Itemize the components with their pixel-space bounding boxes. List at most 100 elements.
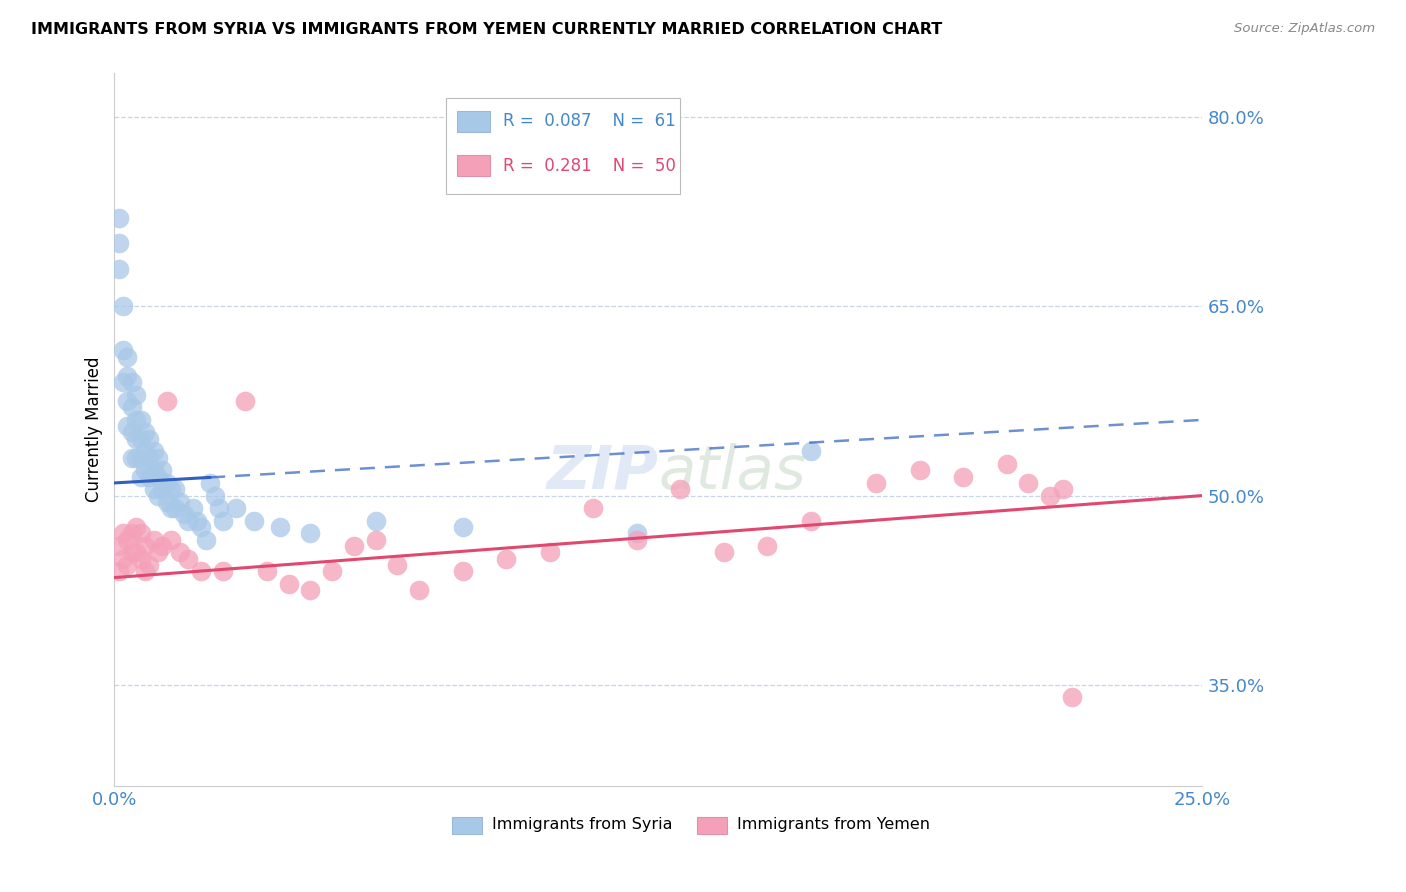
Point bbox=[134, 425, 156, 440]
Text: Immigrants from Syria: Immigrants from Syria bbox=[492, 817, 672, 832]
Point bbox=[112, 375, 135, 389]
Point bbox=[669, 482, 692, 496]
Point bbox=[225, 501, 247, 516]
Point bbox=[208, 501, 231, 516]
Y-axis label: Currently Married: Currently Married bbox=[86, 357, 103, 502]
Point bbox=[121, 401, 143, 415]
Point bbox=[129, 469, 152, 483]
Point bbox=[156, 394, 179, 409]
Point bbox=[129, 432, 152, 446]
FancyBboxPatch shape bbox=[696, 817, 727, 834]
Point bbox=[277, 577, 299, 591]
Point bbox=[204, 489, 226, 503]
Point bbox=[146, 450, 169, 465]
Point bbox=[117, 533, 139, 547]
Point bbox=[142, 533, 165, 547]
Point bbox=[408, 583, 430, 598]
Point bbox=[194, 533, 217, 547]
Point bbox=[150, 482, 173, 496]
Point bbox=[112, 551, 135, 566]
Point bbox=[173, 508, 195, 522]
Point bbox=[112, 343, 135, 358]
Point bbox=[177, 551, 200, 566]
Point bbox=[626, 526, 648, 541]
Point bbox=[125, 545, 148, 559]
Point bbox=[121, 425, 143, 440]
FancyBboxPatch shape bbox=[457, 155, 489, 177]
Point bbox=[495, 551, 517, 566]
Point bbox=[1060, 690, 1083, 705]
Point bbox=[134, 539, 156, 553]
Point bbox=[212, 514, 235, 528]
Point bbox=[138, 432, 160, 446]
Point bbox=[256, 564, 278, 578]
Point bbox=[129, 551, 152, 566]
Point bbox=[138, 558, 160, 572]
Point bbox=[138, 469, 160, 483]
Point bbox=[165, 501, 187, 516]
Point bbox=[129, 413, 152, 427]
Point bbox=[134, 564, 156, 578]
Text: atlas: atlas bbox=[658, 442, 806, 501]
Point bbox=[212, 564, 235, 578]
Text: ZIP: ZIP bbox=[547, 442, 658, 501]
Point bbox=[190, 564, 212, 578]
FancyBboxPatch shape bbox=[457, 111, 489, 132]
Point bbox=[160, 501, 183, 516]
Point bbox=[364, 533, 387, 547]
Point bbox=[865, 475, 887, 490]
Point bbox=[156, 495, 179, 509]
Point bbox=[125, 387, 148, 401]
Point bbox=[146, 469, 169, 483]
Point bbox=[451, 564, 474, 578]
Point bbox=[121, 526, 143, 541]
Point bbox=[117, 419, 139, 434]
Point bbox=[908, 463, 931, 477]
Point bbox=[150, 463, 173, 477]
Text: R =  0.087    N =  61: R = 0.087 N = 61 bbox=[503, 112, 676, 130]
FancyBboxPatch shape bbox=[446, 98, 681, 194]
Point bbox=[181, 501, 204, 516]
Point bbox=[169, 495, 191, 509]
Text: IMMIGRANTS FROM SYRIA VS IMMIGRANTS FROM YEMEN CURRENTLY MARRIED CORRELATION CHA: IMMIGRANTS FROM SYRIA VS IMMIGRANTS FROM… bbox=[31, 22, 942, 37]
Point bbox=[451, 520, 474, 534]
Point bbox=[1039, 489, 1062, 503]
Point bbox=[107, 564, 129, 578]
Point bbox=[107, 236, 129, 251]
FancyBboxPatch shape bbox=[451, 817, 482, 834]
Point bbox=[117, 558, 139, 572]
Point bbox=[160, 533, 183, 547]
Point bbox=[112, 299, 135, 313]
Point bbox=[142, 444, 165, 458]
Point bbox=[121, 450, 143, 465]
Point bbox=[125, 450, 148, 465]
Point bbox=[1017, 475, 1039, 490]
Point bbox=[138, 450, 160, 465]
Point bbox=[125, 432, 148, 446]
Point bbox=[146, 489, 169, 503]
Point bbox=[626, 533, 648, 547]
Point bbox=[107, 211, 129, 225]
Point bbox=[242, 514, 264, 528]
Point bbox=[107, 261, 129, 276]
Point bbox=[160, 482, 183, 496]
Point bbox=[582, 501, 605, 516]
Point bbox=[713, 545, 735, 559]
Point bbox=[800, 514, 823, 528]
Point bbox=[952, 469, 974, 483]
Point bbox=[107, 539, 129, 553]
Point bbox=[269, 520, 291, 534]
Point bbox=[117, 350, 139, 364]
Point bbox=[538, 545, 561, 559]
Point bbox=[134, 463, 156, 477]
Point bbox=[142, 482, 165, 496]
Point bbox=[112, 526, 135, 541]
Point bbox=[129, 450, 152, 465]
Point bbox=[129, 526, 152, 541]
Point bbox=[165, 482, 187, 496]
Point bbox=[1052, 482, 1074, 496]
Point bbox=[177, 514, 200, 528]
Point bbox=[125, 520, 148, 534]
Point bbox=[146, 545, 169, 559]
Point bbox=[117, 368, 139, 383]
